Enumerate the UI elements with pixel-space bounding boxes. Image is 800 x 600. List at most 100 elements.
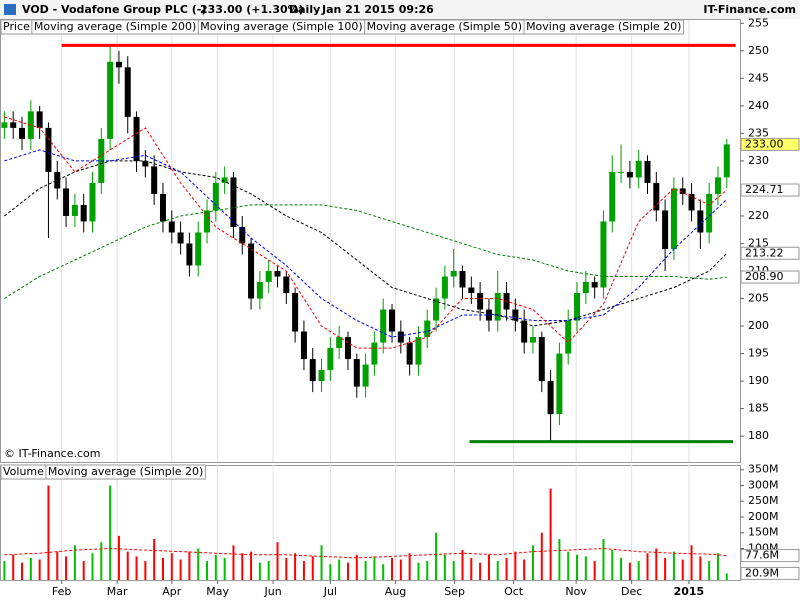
- y-tick-label: 300M: [748, 478, 779, 491]
- candle-body: [133, 116, 140, 161]
- x-tick-label: Oct: [504, 585, 524, 598]
- last-value-label: 77.6M: [745, 549, 779, 562]
- x-tick-label: Jun: [264, 585, 282, 598]
- volume-bar: [276, 542, 279, 580]
- legend-box: [0, 464, 206, 480]
- y-tick-label: 215: [748, 236, 769, 249]
- candle-body: [688, 193, 695, 211]
- candle-body: [107, 61, 114, 139]
- candle-body: [644, 160, 651, 183]
- volume-bar: [611, 550, 614, 580]
- candle-body: [344, 337, 351, 360]
- volume-bar: [567, 551, 570, 580]
- legend-item: Moving average (Simple 200): [34, 20, 196, 33]
- legend-item: Moving average (Simple 20): [526, 20, 681, 33]
- candle-body: [362, 364, 369, 387]
- quote: 233.00 (+1.30%): [200, 3, 304, 16]
- volume-bar: [514, 551, 517, 580]
- header-bar: [0, 0, 800, 19]
- candle-body: [574, 293, 581, 321]
- volume-bar: [716, 553, 719, 580]
- candle-body: [10, 122, 17, 128]
- volume-bar: [382, 564, 385, 580]
- candle-body: [609, 171, 616, 222]
- last-value-label: 208.90: [745, 270, 784, 283]
- last-value-label: 20.9M: [745, 566, 779, 579]
- candle-body: [159, 193, 166, 222]
- volume-bar: [126, 551, 129, 580]
- volume-bar: [161, 557, 164, 580]
- candle-body: [697, 210, 704, 233]
- x-tick-label: Apr: [162, 585, 182, 598]
- candle-body: [662, 210, 669, 249]
- volume-panel: [0, 465, 741, 581]
- volume-bar: [117, 535, 120, 580]
- candle-body: [556, 353, 563, 415]
- candle-body: [415, 337, 422, 365]
- volume-bar: [417, 562, 420, 580]
- volume-bar: [100, 542, 103, 580]
- volume-bar: [267, 561, 270, 580]
- volume-bar: [294, 553, 297, 580]
- y-tick-label: 205: [748, 292, 769, 305]
- volume-bar: [285, 557, 288, 580]
- legend-item: Moving average (Simple 50): [367, 20, 522, 33]
- candle-body: [389, 309, 396, 332]
- volume-bar: [346, 562, 349, 580]
- volume-bar: [426, 561, 429, 580]
- moving-average: [4, 204, 727, 299]
- candle-body: [547, 381, 554, 415]
- y-tick-label: 230: [748, 154, 769, 167]
- volume-bar: [505, 557, 508, 580]
- volume-bar: [725, 573, 728, 580]
- volume-bar: [29, 557, 32, 580]
- volume-bar: [47, 485, 50, 580]
- volume-bar: [38, 559, 41, 580]
- volume-bar: [320, 545, 323, 580]
- candle-body: [1, 122, 8, 128]
- volume-bar: [109, 485, 112, 580]
- legend-item: Volume: [3, 465, 44, 478]
- candle-body: [441, 276, 448, 299]
- volume-bar: [435, 532, 438, 580]
- volume-bar: [664, 557, 667, 580]
- y-tick-label: 195: [748, 347, 769, 360]
- volume-bar: [461, 550, 464, 580]
- candle-body: [626, 171, 633, 178]
- x-tick-label: Aug: [385, 585, 406, 598]
- candle-body: [212, 182, 219, 211]
- last-value-box: [740, 270, 800, 284]
- timestamp: Jan 21 2015 09:26: [321, 3, 434, 16]
- candle-body: [115, 61, 122, 68]
- candle-body: [177, 232, 184, 244]
- last-value-box: [740, 246, 800, 260]
- y-tick-label: 220: [748, 209, 769, 222]
- candle-body: [459, 270, 466, 288]
- candle-body: [283, 276, 290, 294]
- legend-item: Moving average (Simple 20): [48, 465, 203, 478]
- legend-box: [0, 19, 684, 35]
- volume-bar: [3, 561, 6, 580]
- volume-bar: [470, 557, 473, 580]
- volume-bar: [82, 561, 85, 580]
- volume-bar: [373, 556, 376, 580]
- volume-bar: [73, 545, 76, 580]
- volume-bar: [593, 561, 596, 580]
- y-tick-label: 250: [748, 44, 769, 57]
- candle-body: [292, 293, 299, 332]
- candle-body: [309, 359, 316, 382]
- volume-bar: [338, 559, 341, 580]
- candle-body: [221, 177, 228, 183]
- candle-body: [63, 188, 70, 216]
- candle-body: [318, 370, 325, 382]
- candle-body: [230, 177, 237, 227]
- y-tick-label: 245: [748, 71, 769, 84]
- volume-bar: [637, 561, 640, 580]
- last-value-box: [740, 183, 800, 197]
- candle-body: [124, 67, 131, 117]
- candle-body: [406, 342, 413, 365]
- candle-body: [424, 320, 431, 338]
- volume-bar: [179, 559, 182, 580]
